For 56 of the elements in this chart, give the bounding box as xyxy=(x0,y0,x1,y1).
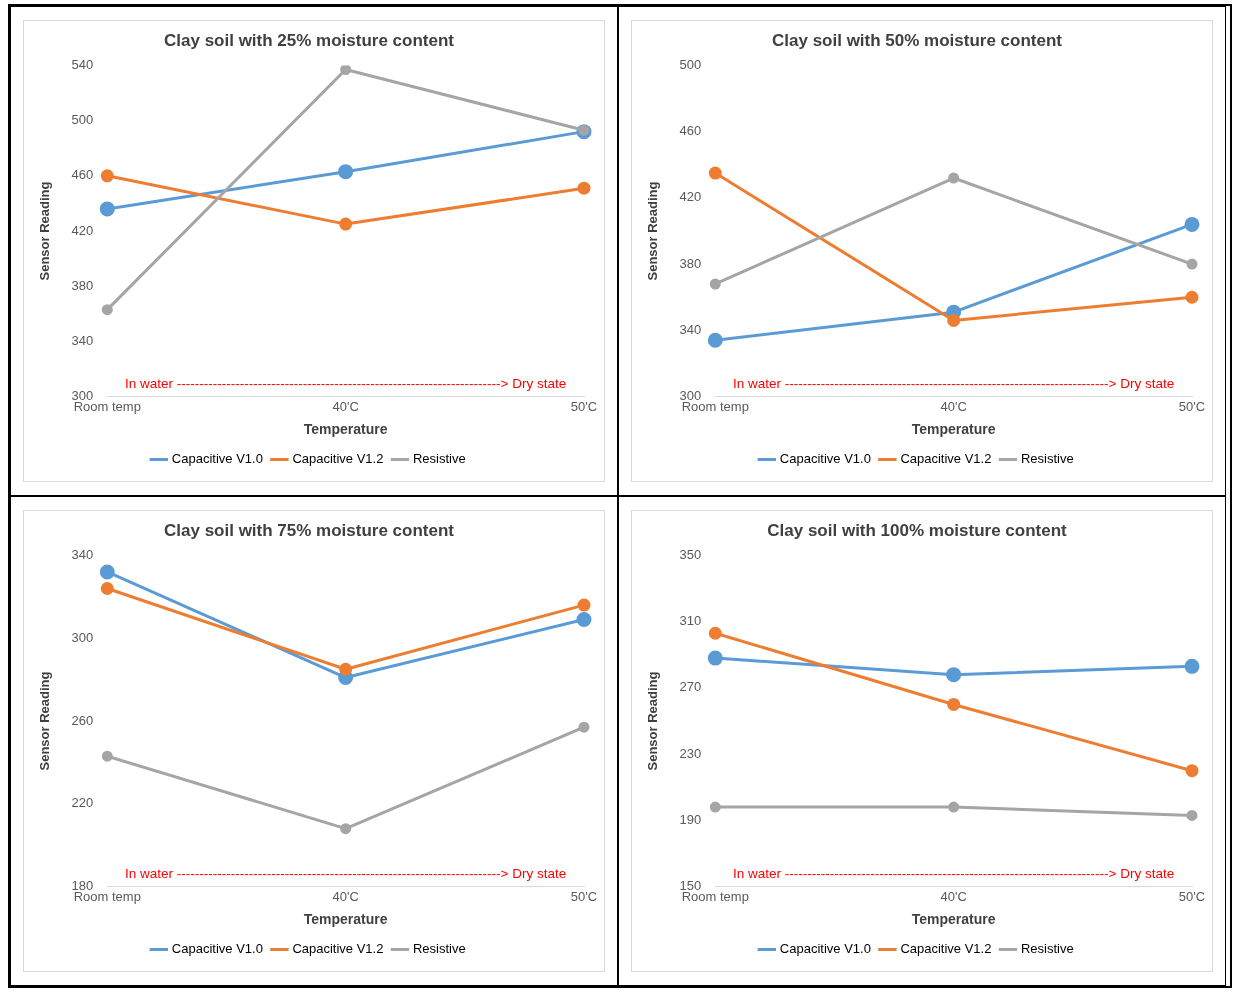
y-tick-label: 380 xyxy=(679,255,702,271)
x-axis-title: Temperature xyxy=(911,421,996,438)
y-tick-label: 310 xyxy=(679,613,702,629)
x-axis-title: Temperature xyxy=(303,911,388,928)
chart-title: Clay soil with 100% moisture content xyxy=(767,520,1068,540)
y-axis-title: Sensor Reading xyxy=(645,181,661,281)
y-axis-title: Sensor Reading xyxy=(645,671,661,771)
legend-label: Capacitive V1.2 xyxy=(292,941,384,957)
y-axis-title: Sensor Reading xyxy=(37,671,53,771)
legend-label: Capacitive V1.0 xyxy=(171,451,263,467)
y-tick-label: 460 xyxy=(679,123,702,139)
y-axis-title: Sensor Reading xyxy=(37,181,53,281)
x-tick-label: 50'C xyxy=(1178,888,1206,904)
annotation: In water ------------------------------------------------------------------------> Dry state xyxy=(733,375,1175,391)
y-tick-label: 540 xyxy=(71,56,94,72)
legend-label: Capacitive V1.2 xyxy=(292,451,384,467)
y-tick-label: 260 xyxy=(71,712,94,728)
y-tick-label: 500 xyxy=(71,112,94,128)
x-tick-label: 40'C xyxy=(940,888,967,904)
legend-label: Capacitive V1.2 xyxy=(900,941,992,957)
y-tick-label: 230 xyxy=(679,745,702,761)
chart-title: Clay soil with 25% moisture content xyxy=(163,30,455,50)
chart-title: Clay soil with 50% moisture content xyxy=(771,30,1063,50)
legend-label: Capacitive V1.0 xyxy=(779,451,871,467)
legend-label: Resistive xyxy=(1020,451,1074,467)
y-tick-label: 340 xyxy=(71,332,94,348)
y-tick-label: 460 xyxy=(71,167,94,183)
y-tick-label: 500 xyxy=(679,56,702,72)
x-tick-label: 40'C xyxy=(940,398,967,414)
y-tick-label: 420 xyxy=(71,222,94,238)
y-tick-label: 270 xyxy=(679,679,702,695)
annotation: In water ------------------------------------------------------------------------> Dry state xyxy=(125,865,567,881)
y-tick-label: 380 xyxy=(71,277,94,293)
y-tick-label: 340 xyxy=(679,321,702,337)
y-tick-label: 300 xyxy=(71,629,94,645)
legend-label: Resistive xyxy=(1020,941,1074,957)
chart-title: Clay soil with 75% moisture content xyxy=(163,520,455,540)
x-axis-title: Temperature xyxy=(911,911,996,928)
y-tick-label: 220 xyxy=(71,795,94,811)
y-tick-label: 190 xyxy=(679,811,702,827)
legend-label: Resistive xyxy=(412,451,466,467)
x-axis-title: Temperature xyxy=(303,421,388,438)
x-tick-label: 50'C xyxy=(570,888,598,904)
legend-label: Capacitive V1.2 xyxy=(900,451,992,467)
annotation: In water ------------------------------------------------------------------------> Dry state xyxy=(125,375,567,391)
legend-label: Capacitive V1.0 xyxy=(171,941,263,957)
x-tick-label: 40'C xyxy=(332,888,359,904)
x-tick-label: 50'C xyxy=(570,398,598,414)
y-tick-label: 420 xyxy=(679,189,702,205)
x-tick-label: 40'C xyxy=(332,398,359,414)
y-tick-label: 350 xyxy=(679,546,702,562)
legend-label: Resistive xyxy=(412,941,466,957)
legend-label: Capacitive V1.0 xyxy=(779,941,871,957)
x-tick-label: 50'C xyxy=(1178,398,1206,414)
y-tick-label: 340 xyxy=(71,546,94,562)
annotation: In water ------------------------------------------------------------------------> Dry state xyxy=(733,865,1175,881)
